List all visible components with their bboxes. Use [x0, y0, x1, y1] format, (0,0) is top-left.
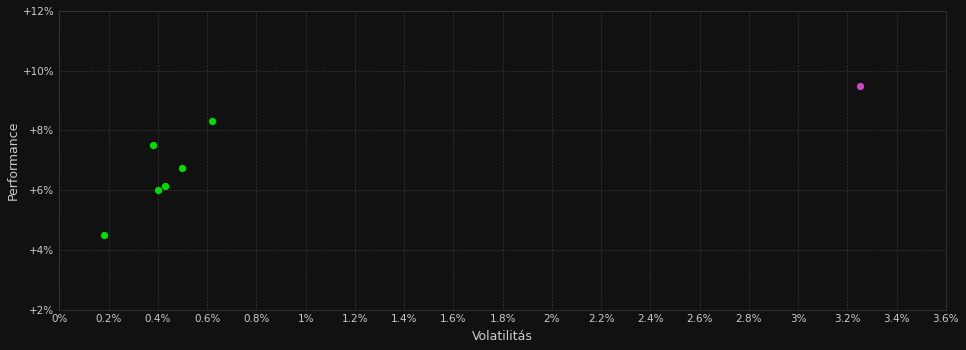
Point	[145, 142, 160, 148]
Point	[150, 187, 165, 193]
Point	[157, 183, 173, 189]
Point	[175, 165, 190, 170]
Point	[852, 83, 867, 89]
X-axis label: Volatilitás: Volatilitás	[472, 330, 533, 343]
Point	[204, 119, 219, 124]
Y-axis label: Performance: Performance	[7, 121, 20, 200]
Point	[96, 232, 111, 238]
